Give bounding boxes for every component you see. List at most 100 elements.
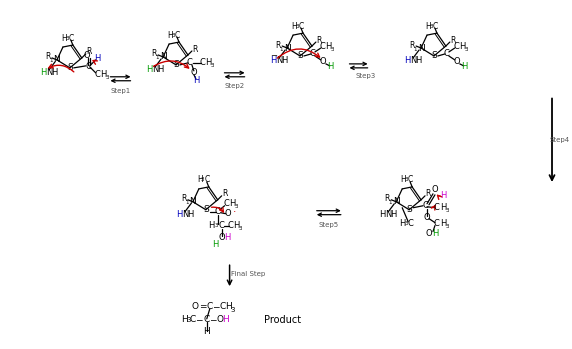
Text: 1: 1 <box>388 200 392 205</box>
Text: O: O <box>224 209 231 218</box>
Text: C: C <box>200 58 206 67</box>
Text: 3: 3 <box>106 75 109 80</box>
Text: 3: 3 <box>331 46 335 52</box>
Text: 3: 3 <box>201 177 205 183</box>
Text: O: O <box>219 233 225 242</box>
Text: R: R <box>316 36 321 45</box>
Text: H: H <box>197 176 202 185</box>
Text: C: C <box>454 42 460 51</box>
Text: H: H <box>205 58 212 67</box>
Text: 1: 1 <box>414 46 417 52</box>
Text: C: C <box>228 221 233 230</box>
Text: H: H <box>101 70 107 79</box>
Text: S: S <box>173 60 179 69</box>
Text: C: C <box>432 22 438 31</box>
Text: S: S <box>203 205 209 214</box>
Text: 3: 3 <box>404 177 408 183</box>
Text: R: R <box>384 194 390 203</box>
Text: C: C <box>68 34 73 43</box>
Text: −: − <box>195 315 202 324</box>
Text: ·: · <box>233 207 236 217</box>
Text: H: H <box>157 65 164 74</box>
Text: N: N <box>385 210 391 219</box>
Text: Step5: Step5 <box>319 222 339 228</box>
Text: H: H <box>224 233 231 242</box>
Text: O: O <box>84 51 90 60</box>
Text: H: H <box>181 315 188 324</box>
Text: H: H <box>40 68 46 77</box>
Text: R: R <box>181 194 186 203</box>
Text: S: S <box>431 51 437 60</box>
Text: C: C <box>434 203 440 212</box>
Text: N: N <box>46 68 52 77</box>
Text: C: C <box>320 42 326 51</box>
Text: C: C <box>434 219 440 228</box>
Text: N: N <box>152 65 158 74</box>
Text: N: N <box>410 57 416 65</box>
Text: O: O <box>320 57 326 66</box>
Text: C: C <box>187 58 193 67</box>
Text: 3: 3 <box>171 32 175 38</box>
Text: H: H <box>440 219 446 228</box>
Text: 1: 1 <box>156 55 159 60</box>
Text: H: H <box>51 68 57 77</box>
Text: 3: 3 <box>186 317 191 323</box>
Text: S: S <box>67 64 73 72</box>
Text: C: C <box>174 31 180 40</box>
Text: −: − <box>209 315 216 324</box>
Text: O: O <box>216 315 223 324</box>
Text: N: N <box>182 210 188 219</box>
Text: H: H <box>146 65 152 74</box>
Text: =: = <box>199 303 206 311</box>
Text: −: − <box>212 303 220 311</box>
Text: O: O <box>424 213 430 222</box>
Text: Step3: Step3 <box>355 73 376 79</box>
Text: H: H <box>225 303 232 311</box>
Text: C: C <box>204 315 210 324</box>
Text: 3: 3 <box>445 224 448 229</box>
Text: 3: 3 <box>235 204 239 209</box>
Text: O: O <box>190 68 197 77</box>
Text: C: C <box>407 219 413 228</box>
Text: H: H <box>213 240 219 249</box>
Text: H: H <box>167 31 173 40</box>
Text: C: C <box>190 315 196 324</box>
Text: C: C <box>86 62 92 71</box>
Text: H: H <box>193 76 199 85</box>
Text: R: R <box>450 36 455 45</box>
Text: H: H <box>61 34 67 43</box>
Text: O: O <box>192 303 198 311</box>
Text: H: H <box>415 57 421 65</box>
Text: H: H <box>404 57 410 65</box>
Text: H: H <box>223 315 229 324</box>
Text: C: C <box>219 221 225 230</box>
Text: H: H <box>432 229 438 238</box>
Text: H: H <box>281 57 287 65</box>
Text: N: N <box>276 57 283 65</box>
Text: C: C <box>204 176 209 185</box>
Text: N: N <box>54 55 61 65</box>
Text: H: H <box>440 191 446 200</box>
Text: O: O <box>432 185 438 194</box>
Text: H: H <box>379 210 386 219</box>
Text: Product: Product <box>264 315 301 325</box>
Text: C: C <box>407 176 413 185</box>
Text: Final Step: Final Step <box>231 271 265 277</box>
Text: R: R <box>192 45 197 53</box>
Text: R: R <box>276 40 281 50</box>
Text: O: O <box>454 57 460 66</box>
Text: H: H <box>425 22 431 31</box>
Text: C: C <box>310 50 316 59</box>
Text: R: R <box>410 40 415 50</box>
Text: C: C <box>224 199 229 208</box>
Text: H: H <box>94 54 101 64</box>
Text: H: H <box>233 221 240 230</box>
Text: C: C <box>214 207 221 216</box>
Text: H: H <box>325 42 332 51</box>
Text: C: C <box>444 50 450 59</box>
Text: 3: 3 <box>404 221 408 226</box>
Text: 3: 3 <box>239 226 243 231</box>
Text: H: H <box>204 327 210 336</box>
Text: N: N <box>393 197 400 206</box>
Text: C: C <box>299 22 304 31</box>
